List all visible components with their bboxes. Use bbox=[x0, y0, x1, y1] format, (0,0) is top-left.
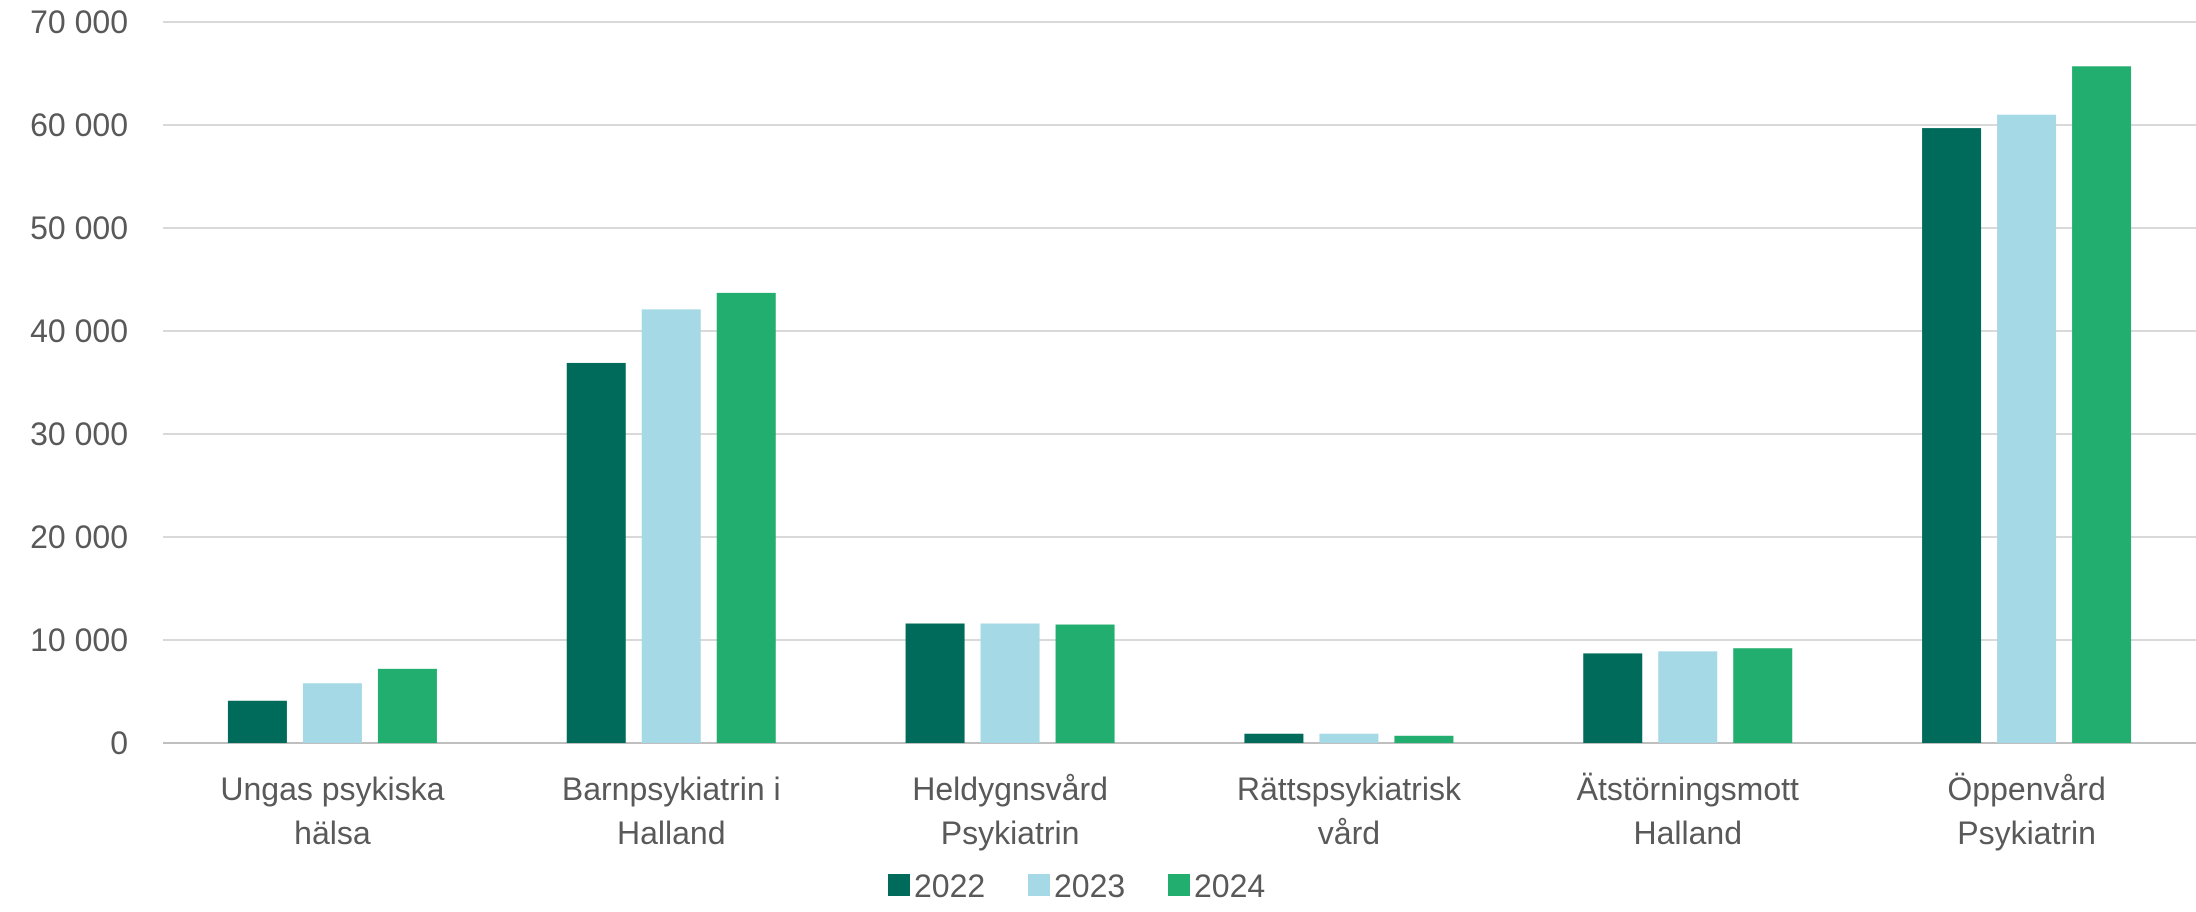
legend-swatch-2022 bbox=[888, 874, 910, 896]
bar-2024 bbox=[2072, 66, 2132, 744]
y-tick-label: 20 000 bbox=[30, 519, 128, 555]
x-category-label-line: Psykiatrin bbox=[1957, 815, 2096, 851]
x-axis: Ungas psykiska hälsa Barnpsykiatrin i Halla… bbox=[220, 771, 2105, 851]
x-category-label: Ätstörningsmott Halland bbox=[1577, 771, 1799, 851]
legend: 2022 2023 2024 bbox=[888, 868, 1265, 904]
x-category-label-line: Halland bbox=[1633, 815, 1742, 851]
bar-2022 bbox=[227, 700, 287, 743]
y-tick-label: 30 000 bbox=[30, 416, 128, 452]
bar-2024 bbox=[377, 668, 437, 743]
bar-2023 bbox=[1319, 733, 1379, 743]
legend-swatch-2024 bbox=[1168, 874, 1190, 896]
legend-swatch-2023 bbox=[1028, 874, 1050, 896]
x-category-label-line: Rättspsykiatrisk bbox=[1237, 771, 1462, 807]
bar-2023 bbox=[980, 623, 1040, 743]
y-axis: 0 10 000 20 000 30 000 40 000 50 000 60 000 70 … bbox=[30, 4, 128, 761]
x-category-label-line: vård bbox=[1318, 815, 1380, 851]
x-category-label: Ungas psykiska hälsa bbox=[220, 771, 444, 851]
y-tick-label: 70 000 bbox=[30, 4, 128, 40]
x-category-label: Rättspsykiatrisk vård bbox=[1237, 771, 1462, 851]
bar-2024 bbox=[716, 292, 776, 743]
x-category-label: Heldygnsvård Psykiatrin bbox=[912, 771, 1108, 851]
y-tick-label: 10 000 bbox=[30, 622, 128, 658]
x-category-label-line: Ungas psykiska bbox=[220, 771, 444, 807]
legend-label: 2024 bbox=[1194, 868, 1265, 904]
x-category-label-line: Psykiatrin bbox=[941, 815, 1080, 851]
x-category-label-line: Barnpsykiatrin i bbox=[562, 771, 781, 807]
x-category-label: Barnpsykiatrin i Halland bbox=[562, 771, 781, 851]
legend-label: 2022 bbox=[914, 868, 985, 904]
x-category-label-line: Heldygnsvård bbox=[912, 771, 1108, 807]
bar-2024 bbox=[1394, 735, 1454, 743]
y-tick-label: 50 000 bbox=[30, 210, 128, 246]
bars bbox=[227, 66, 2132, 744]
bar-2022 bbox=[1244, 733, 1304, 743]
y-tick-label: 0 bbox=[110, 725, 128, 761]
bar-2023 bbox=[1658, 651, 1718, 743]
bar-2023 bbox=[641, 309, 701, 743]
x-category-label-line: hälsa bbox=[294, 815, 371, 851]
x-category-label: Öppenvård Psykiatrin bbox=[1947, 771, 2105, 851]
x-category-label-line: Halland bbox=[617, 815, 726, 851]
y-tick-label: 40 000 bbox=[30, 313, 128, 349]
bar-2024 bbox=[1733, 648, 1793, 743]
bar-2023 bbox=[1997, 114, 2057, 743]
y-tick-label: 60 000 bbox=[30, 107, 128, 143]
x-category-label-line: Ätstörningsmott bbox=[1577, 771, 1799, 807]
legend-label: 2023 bbox=[1054, 868, 1125, 904]
bar-2024 bbox=[1055, 624, 1115, 743]
bar-2022 bbox=[1583, 653, 1643, 743]
bar-2022 bbox=[566, 362, 626, 743]
bar-2022 bbox=[1922, 128, 1982, 744]
x-category-label-line: Öppenvård bbox=[1947, 771, 2105, 807]
gridlines bbox=[163, 21, 2196, 744]
bar-2023 bbox=[302, 683, 362, 743]
bar-2022 bbox=[905, 623, 965, 743]
